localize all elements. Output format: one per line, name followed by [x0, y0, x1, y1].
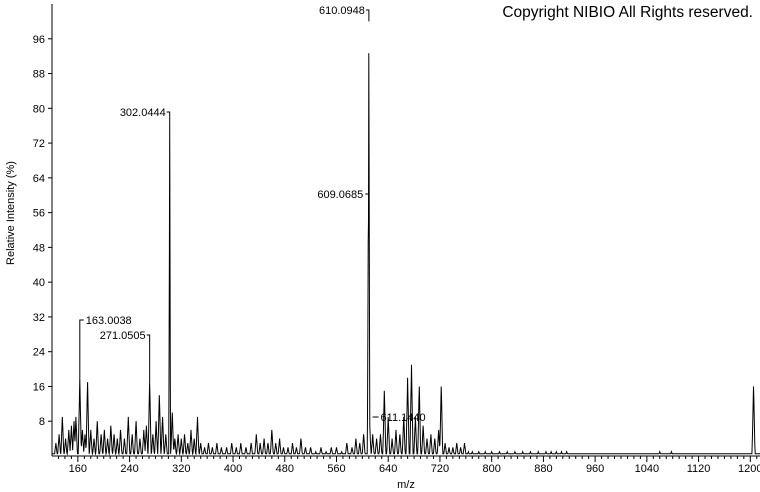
x-tick-label: 240: [120, 463, 138, 475]
y-tick-label: 8: [39, 416, 45, 428]
x-tick-label: 1200: [738, 463, 760, 475]
y-tick-label: 72: [33, 138, 45, 150]
x-tick-label: 480: [276, 463, 294, 475]
peak-label: 271.0505: [100, 330, 146, 342]
x-tick-label: 880: [534, 463, 552, 475]
x-tick-label: 1120: [687, 463, 711, 475]
y-tick-label: 96: [33, 34, 45, 46]
y-tick-label: 24: [33, 347, 45, 359]
label-layer: 610.0948 302.0444 609.0685 163.0038 271.0505…: [79, 5, 426, 424]
peak-label: 611.1440: [381, 412, 426, 424]
y-tick-label: 56: [33, 208, 45, 220]
y-tick-label: 80: [33, 103, 45, 115]
x-tick-label: 800: [482, 463, 500, 475]
peak-trace-layer: [52, 53, 760, 456]
x-tick-label: 960: [586, 463, 604, 475]
axes-layer: 8 16 24 32 40 48 56 64 72 80 88 96 160 240 320 400 480 56…: [33, 4, 760, 475]
y-tick-label: 64: [33, 173, 45, 185]
peak-label: 163.0038: [86, 315, 132, 327]
y-tick-label: 40: [33, 277, 45, 289]
x-tick-label: 400: [224, 463, 242, 475]
y-tick-label: 88: [33, 69, 45, 81]
peak-label: 610.0948: [319, 5, 365, 17]
x-tick-label: 640: [379, 463, 397, 475]
y-tick-label: 16: [33, 381, 45, 393]
peak-label-connector: [79, 319, 84, 378]
y-axis-title: Relative Intensity (%): [5, 161, 17, 265]
y-tick-label: 32: [33, 312, 45, 324]
x-axis-title: m/z: [397, 479, 415, 491]
peak-label: 302.0444: [120, 107, 166, 119]
peak-label-connector: [166, 111, 171, 122]
x-tick-label: 160: [69, 463, 87, 475]
peak-label: 609.0685: [317, 189, 363, 201]
peak-label-connector: [146, 334, 151, 383]
x-tick-label: 720: [431, 463, 449, 475]
y-tick-label: 48: [33, 242, 45, 254]
x-tick-label: 1040: [635, 463, 659, 475]
spectrum-line: [52, 53, 760, 456]
copyright-notice: Copyright NIBIO All Rights reserved.: [502, 4, 753, 21]
peak-label-connector: [365, 9, 370, 22]
x-tick-label: 560: [327, 463, 345, 475]
x-tick-label: 320: [172, 463, 190, 475]
